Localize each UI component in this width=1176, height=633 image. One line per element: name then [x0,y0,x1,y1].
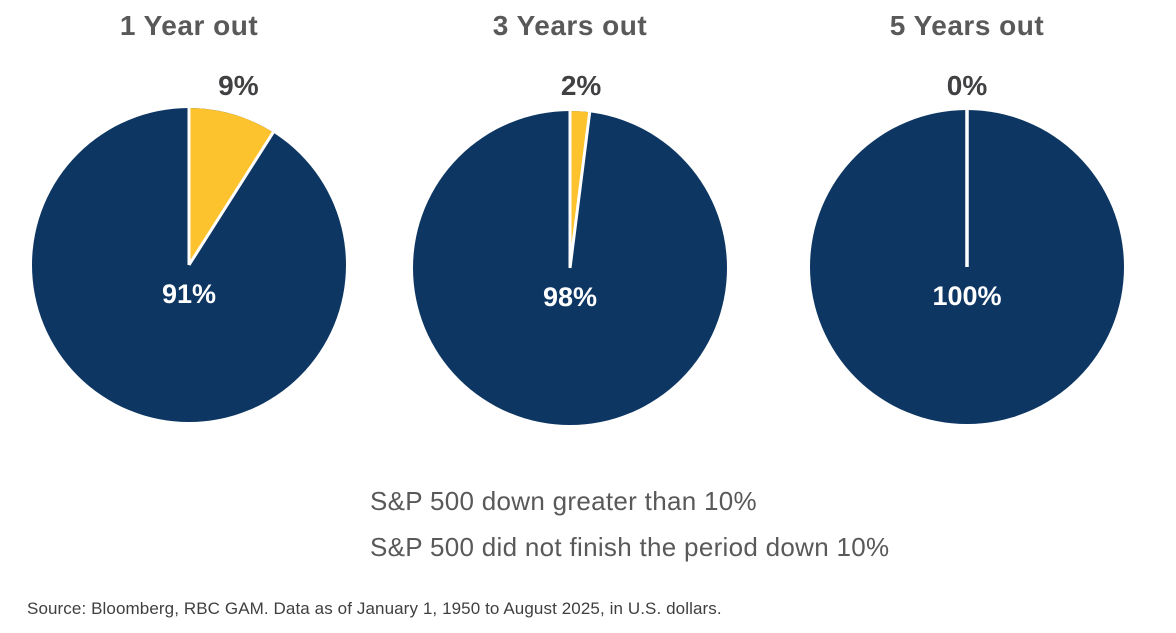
chart-title-1-year: 1 Year out [119,10,259,41]
legend-label-down: S&P 500 down greater than 10% [370,486,757,516]
chart-title-5-years: 5 Years out [889,10,1045,41]
source-note: Source: Bloomberg, RBC GAM. Data as of J… [27,599,722,618]
pie-chart-1-year: 1 Year out 9% 91% [22,0,356,480]
pie-chart-5-years: 5 Years out 0% 100% [800,0,1134,480]
pie-chart-3-years: 3 Years out 2% 98% [403,0,737,480]
inner-label-not-down-pct: 91% [162,279,216,309]
chart-title-3-years: 3 Years out [492,10,648,41]
callout-label-down-pct: 9% [218,70,259,101]
pie-graphic: 91% [32,108,346,422]
legend-item-down: S&P 500 down greater than 10% [352,486,889,516]
callout-label-down-pct: 2% [560,70,602,101]
legend-swatch-not-down-icon [352,542,362,552]
legend-swatch-down-icon [352,496,362,506]
inner-label-not-down-pct: 98% [543,282,597,312]
legend: S&P 500 down greater than 10% S&P 500 di… [352,486,889,578]
callout-label-down-pct: 0% [946,70,988,101]
inner-label-not-down-pct: 100% [932,281,1001,311]
pie-graphic: 100% [810,110,1124,424]
legend-label-not-down: S&P 500 did not finish the period down 1… [370,532,890,562]
pie-graphic: 98% [413,111,727,425]
legend-item-not-down: S&P 500 did not finish the period down 1… [352,532,889,562]
